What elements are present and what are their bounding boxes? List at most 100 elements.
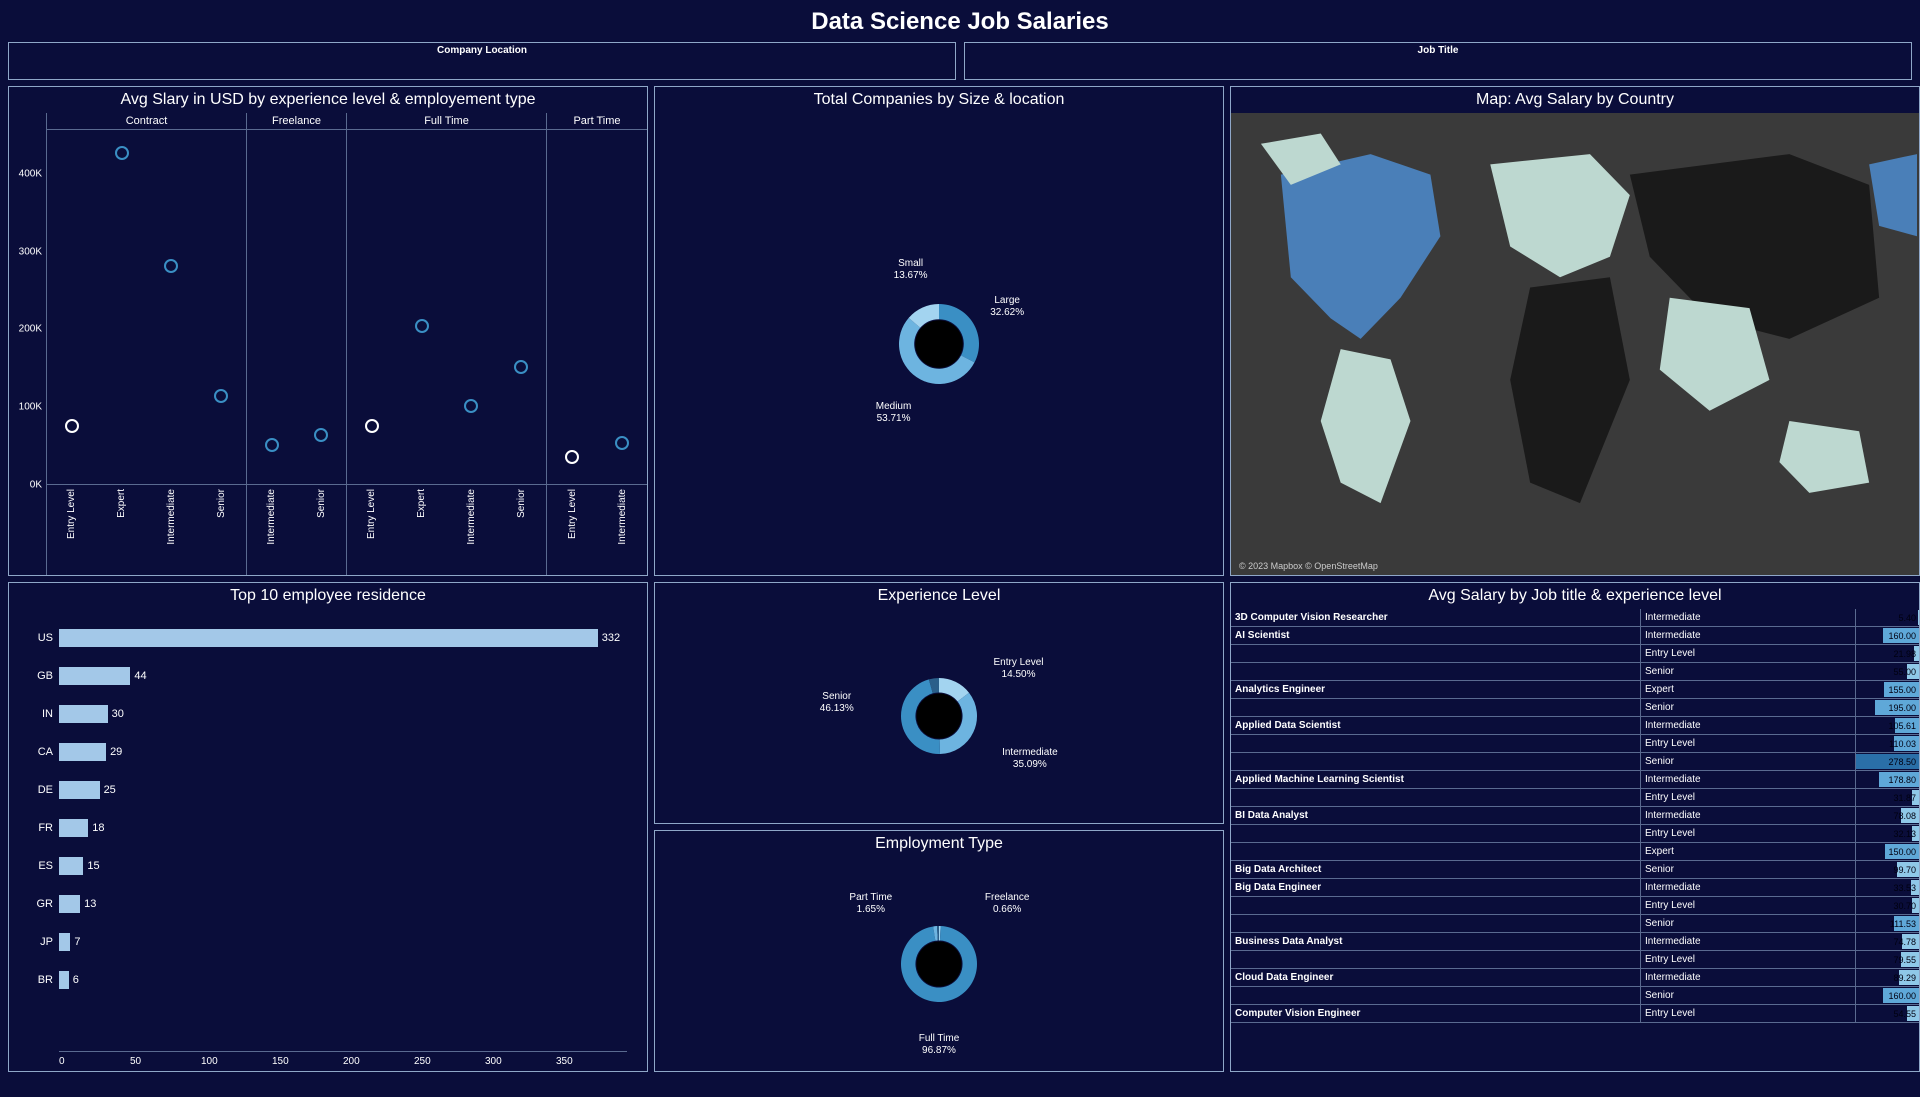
table-row[interactable]: Entry Level30.70 (1231, 897, 1919, 915)
facet-part-time: Part TimeEntry LevelIntermediate (547, 113, 647, 575)
x-label: Entry Level (66, 489, 77, 539)
value-cell: 31.87 (1856, 789, 1919, 806)
bar-fill (59, 819, 88, 837)
map-panel: Map: Avg Salary by Country © 2023 Mapbox… (1230, 86, 1920, 576)
table-row[interactable]: Senior160.00 (1231, 987, 1919, 1005)
x-label: Senior (216, 489, 227, 518)
bar-row[interactable]: ES 15 (19, 847, 627, 885)
x-label: Intermediate (617, 489, 628, 545)
table-row[interactable]: Entry Level79.55 (1231, 951, 1919, 969)
table-row[interactable]: Senior278.50 (1231, 753, 1919, 771)
scatter-point[interactable] (415, 319, 429, 333)
filter-job-title[interactable]: Job Title (964, 42, 1912, 80)
table-row[interactable]: Cloud Data EngineerIntermediate89.29 (1231, 969, 1919, 987)
bar-row[interactable]: FR18 (19, 809, 627, 847)
value-cell: 33.53 (1856, 879, 1919, 896)
value-cell: 278.50 (1856, 753, 1919, 770)
table-row[interactable]: Entry Level21.98 (1231, 645, 1919, 663)
bar-row[interactable]: US332 (19, 619, 627, 657)
level-cell: Entry Level (1641, 1005, 1856, 1022)
scatter-point[interactable] (565, 450, 579, 464)
bar-label: IN (19, 708, 59, 720)
scatter-point[interactable] (265, 438, 279, 452)
level-cell: Intermediate (1641, 879, 1856, 896)
x-label: Senior (516, 489, 527, 518)
bar-fill (59, 629, 598, 647)
table-row[interactable]: Applied Data ScientistIntermediate105.61 (1231, 717, 1919, 735)
table-row[interactable]: Senior55.00 (1231, 663, 1919, 681)
bar-fill (59, 705, 108, 723)
table-row[interactable]: Entry Level32.13 (1231, 825, 1919, 843)
scatter-point[interactable] (464, 399, 478, 413)
bar-row[interactable]: IN30 (19, 695, 627, 733)
level-cell: Senior (1641, 987, 1856, 1004)
bar-label: FR (19, 822, 59, 834)
job-title-cell: Big Data Architect (1231, 861, 1641, 878)
job-title-cell: Analytics Engineer (1231, 681, 1641, 698)
filter-company-location[interactable]: Company Location (8, 42, 956, 80)
scatter-point[interactable] (214, 389, 228, 403)
bar-value: 25 (100, 781, 116, 799)
table-row[interactable]: Entry Level31.87 (1231, 789, 1919, 807)
job-title-cell (1231, 789, 1641, 806)
bar-label: GB (19, 670, 59, 682)
donut-label: Entry Level14.50% (994, 657, 1044, 681)
donut-chart (899, 676, 979, 756)
table-row[interactable]: Entry Level110.03 (1231, 735, 1919, 753)
bar-fill (59, 857, 83, 875)
bar-row[interactable]: BR6 (19, 961, 627, 999)
map-body[interactable]: © 2023 Mapbox © OpenStreetMap (1231, 113, 1919, 575)
scatter-point[interactable] (514, 360, 528, 374)
donut-label: Small13.67% (894, 258, 928, 282)
table-row[interactable]: Senior111.53 (1231, 915, 1919, 933)
table-row[interactable]: Computer Vision EngineerEntry Level54.55 (1231, 1005, 1919, 1023)
facet-head: Part Time (547, 113, 647, 130)
panel-title: Top 10 employee residence (9, 583, 647, 609)
y-tick: 0K (30, 480, 42, 491)
table-row[interactable]: BI Data AnalystIntermediate78.08 (1231, 807, 1919, 825)
value-cell: 32.13 (1856, 825, 1919, 842)
scatter-point[interactable] (314, 428, 328, 442)
bar-value: 15 (83, 857, 99, 875)
scatter-point[interactable] (65, 419, 79, 433)
bar-row[interactable]: JP7 (19, 923, 627, 961)
table-row[interactable]: 3D Computer Vision ResearcherIntermediat… (1231, 609, 1919, 627)
table-row[interactable]: Big Data ArchitectSenior99.70 (1231, 861, 1919, 879)
x-label: Intermediate (266, 489, 277, 545)
panel-title: Total Companies by Size & location (655, 87, 1223, 113)
level-cell: Expert (1641, 843, 1856, 860)
level-cell: Entry Level (1641, 825, 1856, 842)
bar-row[interactable]: CA29 (19, 733, 627, 771)
bar-row[interactable]: GR13 (19, 885, 627, 923)
value-cell: 55.00 (1856, 663, 1919, 680)
level-cell: Senior (1641, 663, 1856, 680)
table-row[interactable]: Analytics EngineerExpert155.00 (1231, 681, 1919, 699)
level-cell: Entry Level (1641, 735, 1856, 752)
bar-value: 29 (106, 743, 122, 761)
bar-row[interactable]: DE25 (19, 771, 627, 809)
bar-row[interactable]: GB44 (19, 657, 627, 695)
panel-title: Employment Type (655, 831, 1223, 857)
job-title-cell: AI Scientist (1231, 627, 1641, 644)
job-title-cell (1231, 897, 1641, 914)
value-cell: 178.80 (1856, 771, 1919, 788)
table-row[interactable]: Expert150.00 (1231, 843, 1919, 861)
level-cell: Entry Level (1641, 789, 1856, 806)
level-cell: Entry Level (1641, 951, 1856, 968)
scatter-point[interactable] (115, 146, 129, 160)
table-row[interactable]: Business Data AnalystIntermediate74.78 (1231, 933, 1919, 951)
job-title-cell: Business Data Analyst (1231, 933, 1641, 950)
x-tick: 350 (556, 1056, 627, 1067)
scatter-point[interactable] (615, 436, 629, 450)
table-row[interactable]: Big Data EngineerIntermediate33.53 (1231, 879, 1919, 897)
donut-label: Intermediate35.09% (1002, 747, 1058, 771)
company-size-panel: Total Companies by Size & location Large… (654, 86, 1224, 576)
bar-label: ES (19, 860, 59, 872)
scatter-point[interactable] (365, 419, 379, 433)
bar-label: JP (19, 936, 59, 948)
table-row[interactable]: AI ScientistIntermediate160.00 (1231, 627, 1919, 645)
middle-bottom-column: Experience Level Entry Level14.50%Interm… (654, 582, 1224, 1072)
scatter-point[interactable] (164, 259, 178, 273)
table-row[interactable]: Senior195.00 (1231, 699, 1919, 717)
table-row[interactable]: Applied Machine Learning ScientistInterm… (1231, 771, 1919, 789)
